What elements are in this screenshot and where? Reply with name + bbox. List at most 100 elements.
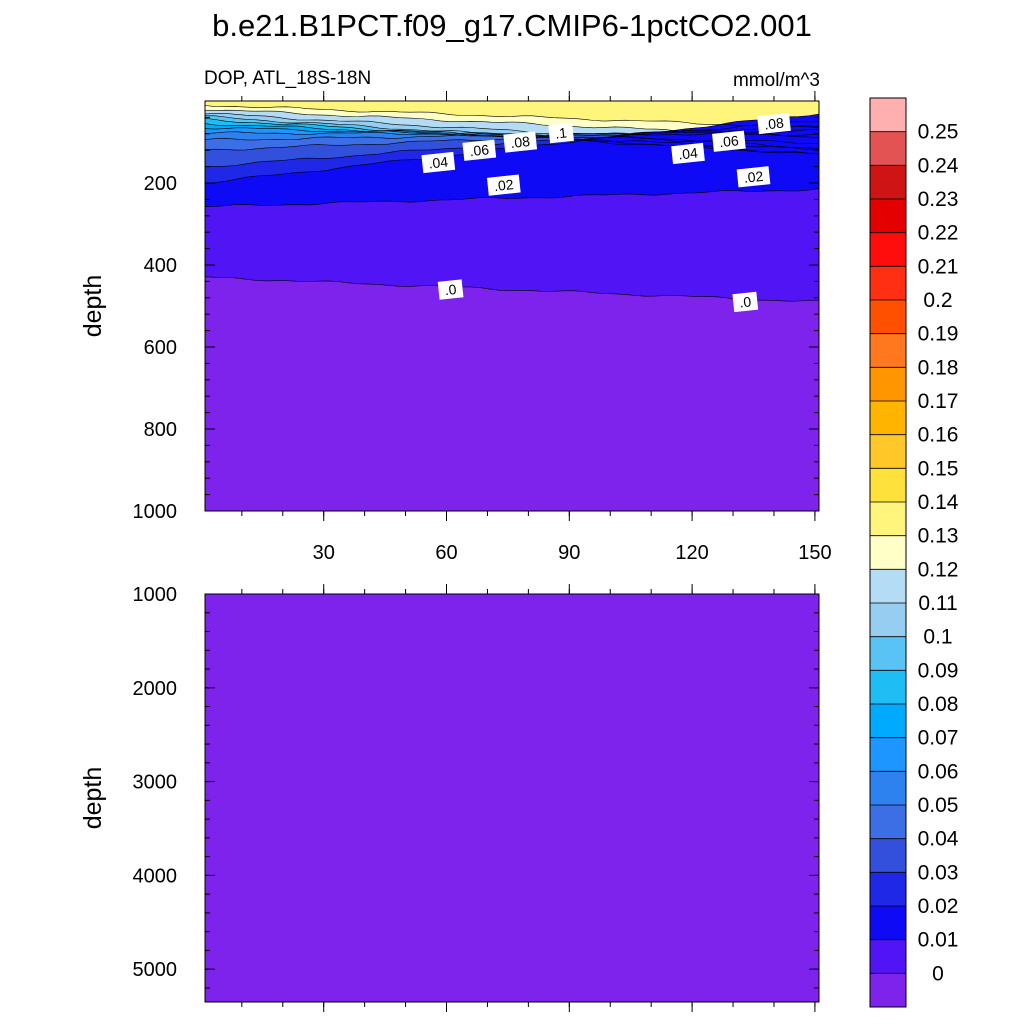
colorbar-label: 0.01 xyxy=(918,929,959,952)
contour-label-bg xyxy=(437,279,464,300)
colorbar-swatch xyxy=(870,232,906,267)
x-tick-label: 30 xyxy=(313,542,335,564)
colorbar-label: 0.24 xyxy=(918,154,959,177)
colorbar-swatch xyxy=(870,670,906,705)
colorbar-label: 0.12 xyxy=(918,558,959,581)
colorbar-label: 0.07 xyxy=(918,727,959,750)
contour-label-bg xyxy=(503,131,538,153)
lower-plot-frame xyxy=(204,593,820,1003)
contour-label-bg xyxy=(757,112,791,135)
colorbar-label: 0.16 xyxy=(918,424,959,447)
contour-label-bg xyxy=(671,142,705,165)
colorbar-label: 0.05 xyxy=(918,794,959,817)
colorbar-swatch xyxy=(870,199,906,233)
units-label: mmol/m^3 xyxy=(733,70,820,91)
colorbar-label: 0.02 xyxy=(918,895,959,918)
contour-label: .0 xyxy=(732,291,759,313)
x-tick-label: 120 xyxy=(675,542,708,564)
colorbar-swatch xyxy=(870,535,906,570)
colorbar-label: 0.25 xyxy=(918,121,959,144)
colorbar-label: 0.18 xyxy=(918,356,959,379)
colorbar-swatch xyxy=(870,401,906,435)
colorbar-label: 0.08 xyxy=(918,693,959,716)
upper-contour-fill xyxy=(205,101,819,511)
contour-label: .08 xyxy=(757,112,791,135)
colorbar-swatch xyxy=(870,973,906,1008)
contour-line-0 xyxy=(205,188,819,207)
colorbar-label: 0.14 xyxy=(918,491,959,514)
x-tick-label: 60 xyxy=(435,542,457,564)
contour-label-bg xyxy=(712,130,746,152)
colorbar-swatch xyxy=(870,771,906,806)
contour-label: .02 xyxy=(736,166,771,188)
contour-label-text: .08 xyxy=(510,133,531,151)
colorbar-label: 0.23 xyxy=(918,188,959,211)
colorbar-swatch xyxy=(870,300,906,334)
colorbar-swatch xyxy=(870,603,906,637)
colorbar-swatch xyxy=(870,939,906,974)
contour-label-bg xyxy=(462,139,497,161)
colorbar-label: 0.15 xyxy=(918,457,959,480)
contour-label-text: .02 xyxy=(493,176,514,194)
colorbar-label: 0.09 xyxy=(918,659,959,682)
colorbar-swatch xyxy=(870,468,906,503)
y-tick-label: 1000 xyxy=(133,584,178,606)
colorbar-frame xyxy=(869,97,907,1008)
colorbar-swatch xyxy=(870,737,906,772)
colorbar-swatch xyxy=(870,131,906,166)
colorbar-label: 0.03 xyxy=(918,861,959,884)
y-tick-label: 4000 xyxy=(133,865,178,887)
upper-y-axis-label: depth xyxy=(79,275,107,338)
contour-label-bg xyxy=(736,166,771,188)
x-tick-label: 90 xyxy=(558,542,580,564)
contour-band-0.11 xyxy=(205,105,819,138)
contour-label-text: .02 xyxy=(743,168,764,186)
colorbar-swatch xyxy=(870,165,906,200)
contour-label-text: .06 xyxy=(718,132,739,150)
contour-label-text: .0 xyxy=(739,293,752,310)
y-tick-label: 200 xyxy=(144,173,177,195)
lower-panel: 1000 2000 3000 4000 5000 depth xyxy=(79,584,820,1012)
y-tick-label: 1000 xyxy=(133,501,178,523)
contour-label-bg xyxy=(421,151,456,174)
y-tick-label: 5000 xyxy=(133,959,178,981)
y-tick-label: 3000 xyxy=(133,772,178,794)
contour-label-text: .08 xyxy=(763,115,784,133)
y-tick-label: 2000 xyxy=(133,678,178,700)
colorbar-label: 0.11 xyxy=(918,592,957,615)
colorbar-label: 0.17 xyxy=(918,390,959,413)
colorbar-label: 0.1 xyxy=(923,626,952,649)
colorbar-swatch xyxy=(870,636,906,671)
y-tick-label: 600 xyxy=(144,337,177,359)
colorbar-swatch xyxy=(870,704,906,738)
contour-label-text: .0 xyxy=(444,281,457,298)
contour-label: .0 xyxy=(437,279,464,300)
x-tick-label: 150 xyxy=(798,542,831,564)
colorbar-label: 0.06 xyxy=(918,760,959,783)
contour-line-0.05 xyxy=(205,131,819,137)
contour-band-deep xyxy=(205,276,819,511)
contour-label: .02 xyxy=(486,174,521,196)
contour-label: .04 xyxy=(671,142,705,165)
y-tick-label: 800 xyxy=(144,419,177,441)
contour-label-text: .04 xyxy=(677,145,698,163)
upper-plot-frame xyxy=(204,100,820,512)
contour-label-bg xyxy=(486,174,521,196)
colorbar-swatch xyxy=(870,569,906,604)
panel-subtitle: DOP, ATL_18S-18N xyxy=(204,68,371,89)
colorbar-swatch xyxy=(870,805,906,839)
contour-label-text: .06 xyxy=(469,141,490,159)
colorbar-swatch xyxy=(870,434,906,469)
y-tick-label: 400 xyxy=(144,255,177,277)
lower-y-axis-label: depth xyxy=(79,767,107,830)
contour-label: .1 xyxy=(548,122,574,144)
colorbar-swatch xyxy=(870,872,906,907)
contour-label: .06 xyxy=(462,139,497,161)
colorbar-swatch xyxy=(870,502,906,536)
contour-line-0.12 xyxy=(205,105,819,128)
colorbar-label: 0.19 xyxy=(918,323,959,346)
lower-axis-ticks: 1000 2000 3000 4000 5000 xyxy=(133,584,819,1012)
colorbar-label: 0.21 xyxy=(918,255,959,278)
contour-line--0.01 xyxy=(205,276,819,302)
